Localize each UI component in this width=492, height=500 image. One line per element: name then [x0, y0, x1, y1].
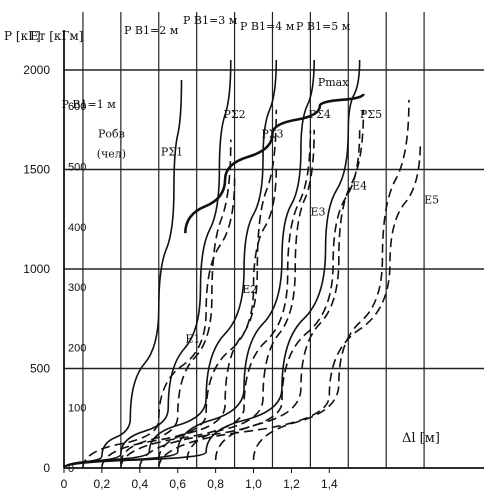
- x-tick-label: 0,6: [169, 477, 186, 491]
- p-tick-label: 1000: [23, 262, 50, 276]
- series-line: [63, 60, 361, 469]
- axes: [63, 30, 484, 469]
- series-line: [101, 166, 278, 469]
- series-line: [63, 60, 232, 469]
- annotation-label: PΣ2: [223, 108, 245, 121]
- series-line: [183, 93, 365, 234]
- top-label-2: P B1=3 м: [183, 14, 238, 27]
- series-line: [63, 79, 183, 469]
- annotation-label: Pобв: [98, 128, 125, 141]
- annotation-label: E2: [242, 283, 257, 296]
- e-tick-label: 100: [68, 403, 86, 415]
- grid: [64, 12, 484, 468]
- series-line: [120, 139, 232, 465]
- series-line: [252, 99, 410, 461]
- p-tick-label: 2000: [23, 63, 50, 77]
- annotation-label: E4: [352, 179, 367, 192]
- annotation-label: E1: [185, 333, 200, 346]
- annotation-label: P B1=1 м: [62, 98, 117, 111]
- top-label-1: P B1=2 м: [124, 24, 179, 37]
- annotation-label: PΣ1: [161, 146, 183, 159]
- annotation-label: Pmax: [318, 76, 349, 89]
- tick-labels: 0 0,2 0,4 0,6 0,8 1,0 1,2 1,4 0 500 1000 1500 2000 0 1…: [23, 63, 338, 491]
- x-tick-label: 0: [61, 477, 68, 491]
- series-line: [63, 60, 315, 469]
- x-tick-label: 0,8: [207, 477, 224, 491]
- p-axis-label: P [кГ]: [4, 29, 41, 43]
- x-tick-label: 0,2: [94, 477, 111, 491]
- p-tick-label: 1500: [23, 163, 50, 177]
- e-tick-label: 300: [68, 282, 86, 294]
- annotation-label: (чел): [97, 148, 126, 161]
- curves: [63, 60, 422, 469]
- x-tick-label: 0,4: [131, 477, 148, 491]
- series-line: [139, 130, 361, 469]
- e-axis-label: Eт [кГм]: [30, 29, 83, 43]
- e-tick-label: 400: [68, 222, 86, 234]
- annotation-label: E3: [310, 205, 325, 218]
- top-label-3: P B1=4 м: [240, 20, 295, 33]
- series-line: [186, 129, 315, 461]
- series-line: [157, 109, 278, 461]
- annotations: P B1=1 м Pобв (чел) PΣ1 PΣ2 PΣ3 PΣ4 PΣ5 Pmax E1 E2…: [62, 76, 440, 346]
- e-tick-label: 0: [68, 463, 74, 475]
- x-tick-label: 1,4: [321, 477, 338, 491]
- top-label-4: P B1=5 м: [296, 20, 351, 33]
- annotation-label: E5: [424, 193, 439, 206]
- p-tick-label: 0: [43, 461, 50, 475]
- series-line: [82, 178, 236, 469]
- x-tick-label: 1,2: [283, 477, 300, 491]
- annotation-label: PΣ4: [309, 108, 331, 121]
- annotation-label: PΣ5: [360, 108, 382, 121]
- series-line: [157, 142, 422, 469]
- e-tick-label: 200: [68, 342, 86, 354]
- e-tick-label: 600: [68, 101, 86, 113]
- p-tick-label: 500: [30, 362, 50, 376]
- x-axis-label: Δl [м]: [402, 431, 440, 446]
- series-line: [120, 130, 312, 469]
- x-tick-label: 1,0: [245, 477, 262, 491]
- e-tick-label: 500: [68, 161, 86, 173]
- annotation-label: PΣ3: [261, 128, 283, 141]
